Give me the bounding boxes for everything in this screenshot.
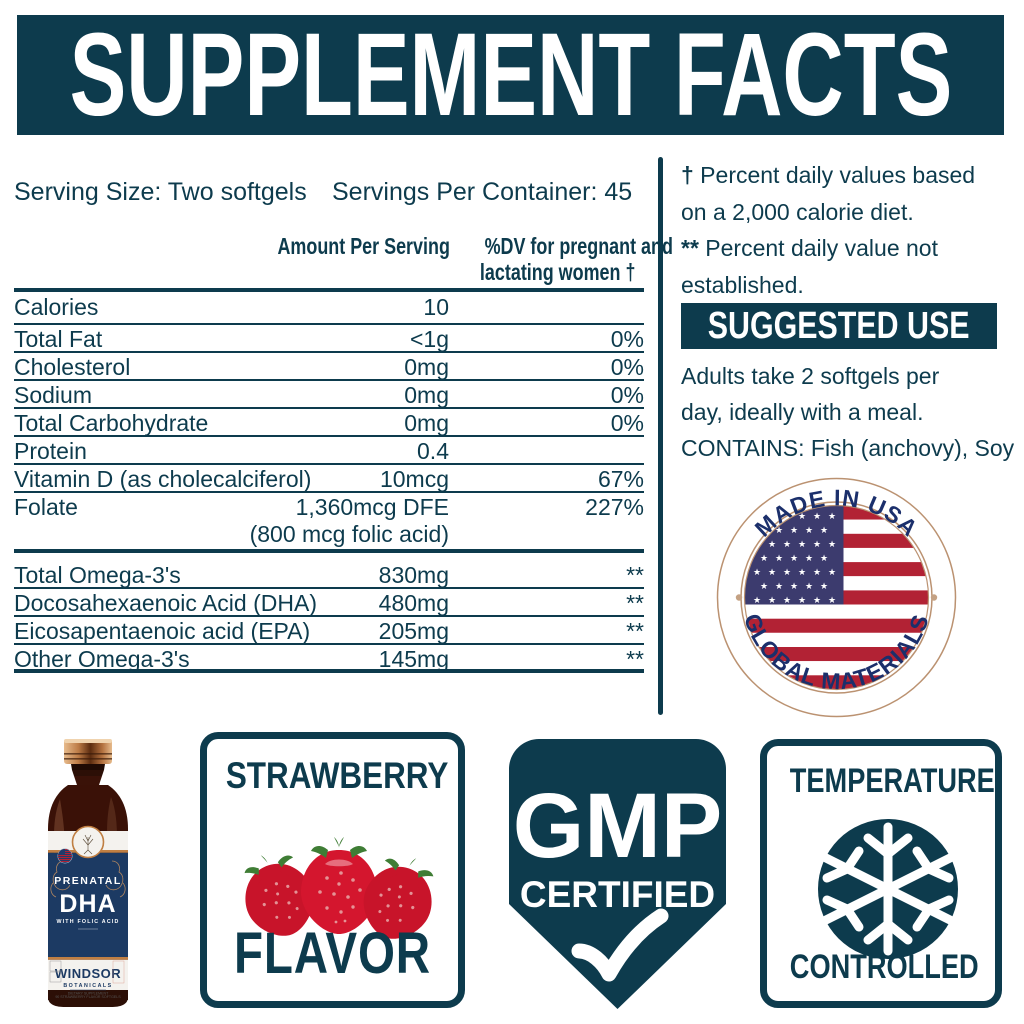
svg-text:★: ★ bbox=[783, 567, 791, 577]
svg-text:90 STRAWBERRY FLAVOR SOFTGELS: 90 STRAWBERRY FLAVOR SOFTGELS bbox=[55, 995, 121, 999]
svg-text:★: ★ bbox=[828, 539, 836, 549]
svg-text:★: ★ bbox=[760, 553, 768, 563]
svg-text:★: ★ bbox=[805, 553, 813, 563]
svg-text:★: ★ bbox=[775, 553, 783, 563]
svg-text:★: ★ bbox=[753, 567, 761, 577]
svg-text:★: ★ bbox=[828, 567, 836, 577]
svg-text:★: ★ bbox=[753, 595, 761, 605]
svg-text:GMP: GMP bbox=[513, 775, 723, 877]
svg-text:★: ★ bbox=[768, 539, 776, 549]
svg-text:★: ★ bbox=[783, 595, 791, 605]
svg-text:★: ★ bbox=[768, 567, 776, 577]
svg-text:PRENATAL: PRENATAL bbox=[54, 875, 122, 887]
svg-text:★: ★ bbox=[790, 553, 798, 563]
svg-text:WINDSOR: WINDSOR bbox=[55, 966, 121, 981]
svg-text:★: ★ bbox=[790, 525, 798, 535]
svg-text:WITH FOLIC ACID: WITH FOLIC ACID bbox=[56, 919, 119, 925]
svg-text:★: ★ bbox=[828, 511, 836, 521]
svg-text:★: ★ bbox=[820, 553, 828, 563]
svg-text:★: ★ bbox=[790, 581, 798, 591]
svg-text:★: ★ bbox=[760, 581, 768, 591]
svg-text:★: ★ bbox=[783, 539, 791, 549]
svg-text:★: ★ bbox=[828, 595, 836, 605]
svg-text:★: ★ bbox=[798, 539, 806, 549]
svg-text:★: ★ bbox=[768, 595, 776, 605]
svg-text:DHA: DHA bbox=[59, 890, 116, 918]
svg-text:★: ★ bbox=[805, 525, 813, 535]
svg-text:★: ★ bbox=[805, 581, 813, 591]
svg-text:★: ★ bbox=[813, 539, 821, 549]
svg-text:★: ★ bbox=[798, 595, 806, 605]
svg-text:BOTANICALS: BOTANICALS bbox=[63, 983, 112, 989]
svg-text:★: ★ bbox=[775, 581, 783, 591]
svg-text:★: ★ bbox=[798, 567, 806, 577]
svg-text:★: ★ bbox=[813, 567, 821, 577]
svg-text:★: ★ bbox=[820, 525, 828, 535]
svg-text:★: ★ bbox=[820, 581, 828, 591]
svg-text:★: ★ bbox=[813, 595, 821, 605]
svg-text:CERTIFIED: CERTIFIED bbox=[520, 874, 715, 915]
